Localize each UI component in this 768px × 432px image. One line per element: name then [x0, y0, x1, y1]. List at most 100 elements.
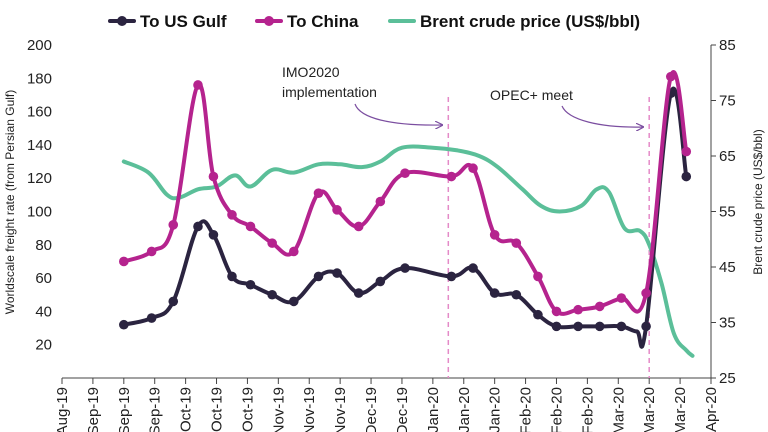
data-point-to-china: [551, 306, 562, 317]
data-point-to-china: [573, 304, 583, 315]
x-tick-label: Oct-19: [178, 387, 195, 432]
x-tick-label: Dec-19: [363, 387, 380, 432]
y-axis-title-right: Brent crude price (US$/bbl): [751, 129, 765, 274]
legend-marker-to-us-gulf: [117, 16, 127, 26]
data-point-to-us-gulf: [551, 321, 562, 332]
x-tick-label: Mar-20: [610, 387, 627, 432]
data-point-to-us-gulf: [267, 289, 277, 300]
x-tick-label: Feb-20: [518, 387, 535, 432]
data-point-to-china: [489, 230, 500, 240]
data-point-to-us-gulf: [573, 321, 583, 332]
data-point-to-china: [332, 205, 342, 215]
data-point-to-china: [511, 238, 522, 248]
annotation-imo2020-arrow: [354, 103, 442, 125]
left-tick-label: 140: [27, 137, 52, 154]
data-point-to-china: [288, 246, 299, 257]
data-point-to-us-gulf: [353, 288, 364, 298]
left-tick-label: 120: [27, 170, 52, 187]
right-tick-label: 35: [719, 315, 736, 332]
data-point-to-china: [119, 256, 129, 267]
x-tick-label: Nov-19: [301, 387, 318, 432]
legend-label-to-us-gulf: To US Gulf: [140, 12, 227, 31]
data-point-to-china: [468, 163, 478, 174]
reference-lines: [447, 97, 650, 378]
annotation-imo2020-line1: IMO2020: [282, 64, 340, 80]
data-point-to-china: [400, 168, 410, 179]
right-tick-label: 65: [719, 148, 736, 165]
x-tick-label: Mar-20: [672, 387, 689, 432]
data-point-to-china: [146, 246, 157, 257]
series-line-to-us-gulf: [121, 86, 689, 349]
left-tick-label: 100: [27, 204, 52, 221]
data-point-to-china: [168, 220, 179, 230]
x-tick-label: Oct-19: [239, 387, 256, 432]
data-point-to-china: [227, 210, 237, 220]
data-point-to-us-gulf: [616, 321, 627, 332]
data-point-to-china: [594, 301, 605, 312]
left-tick-label: 200: [27, 37, 52, 54]
left-tick-label: 80: [35, 237, 52, 254]
data-point-to-us-gulf: [227, 271, 237, 282]
right-tick-label: 75: [719, 93, 736, 110]
legend-marker-to-china: [264, 16, 274, 26]
data-point-to-us-gulf: [468, 263, 478, 273]
y-axis-title-left: Worldscale freight rate (from Persian Gu…: [3, 90, 17, 315]
data-point-to-china: [245, 221, 256, 232]
right-tick-label: 55: [719, 204, 736, 221]
left-tick-label: 160: [27, 104, 52, 121]
data-point-to-china: [446, 171, 457, 182]
x-tick-label: Sep-19: [147, 387, 164, 432]
data-point-to-us-gulf: [245, 279, 256, 290]
data-point-to-us-gulf: [446, 271, 457, 282]
x-tick-label: Jan-20: [456, 387, 473, 432]
x-tick-label: Jan-20: [487, 387, 504, 432]
legend: To US Gulf To China Brent crude price (US$…: [108, 12, 640, 31]
data-point-to-us-gulf: [489, 288, 500, 298]
data-point-to-us-gulf: [641, 321, 651, 332]
data-point-to-us-gulf: [511, 289, 522, 300]
right-tick-label: 85: [719, 37, 736, 54]
data-point-to-us-gulf: [400, 263, 410, 273]
data-point-to-us-gulf: [168, 296, 179, 307]
left-tick-label: 180: [27, 70, 52, 87]
data-point-to-china: [666, 71, 676, 82]
x-tick-label: Apr-20: [703, 387, 720, 432]
data-point-to-china: [533, 271, 543, 282]
series-line-to-china: [121, 70, 689, 316]
annotation-imo2020-line2: implementation: [282, 84, 377, 100]
annotations: IMO2020 implementation OPEC+ meet: [282, 64, 643, 127]
x-tick-label: Sep-19: [116, 387, 133, 432]
data-point-to-us-gulf: [146, 313, 157, 323]
data-point-to-us-gulf: [193, 221, 203, 232]
x-tick-label: Feb-20: [548, 387, 565, 432]
x-tick-label: Nov-19: [270, 387, 287, 432]
x-tick-label: Jan-20: [425, 387, 442, 432]
left-y-axis: 20 40 60 80 100 120 140 160 180 200: [27, 37, 52, 354]
legend-label-brent-crude-price-us-bbl: Brent crude price (US$/bbl): [420, 12, 640, 31]
right-tick-label: 25: [719, 370, 736, 387]
data-point-to-us-gulf: [313, 271, 324, 282]
x-tick-label: Nov-19: [332, 387, 349, 432]
plot-area: [119, 70, 695, 358]
x-tick-label: Aug-19: [54, 387, 71, 432]
x-tick-label: Feb-20: [579, 387, 596, 432]
data-point-to-china: [267, 238, 277, 248]
annotation-opec-arrow: [561, 105, 643, 127]
annotation-opec-meet: OPEC+ meet: [490, 87, 573, 103]
left-tick-label: 40: [35, 303, 52, 320]
right-tick-label: 45: [719, 259, 736, 276]
data-point-to-china: [681, 146, 692, 157]
data-point-to-china: [313, 188, 324, 198]
right-y-axis: 25 35 45 55 65 75 85: [710, 37, 736, 387]
data-point-to-us-gulf: [332, 268, 342, 278]
data-point-to-us-gulf: [594, 321, 605, 332]
data-point-to-china: [353, 221, 364, 232]
x-tick-label: Mar-20: [641, 387, 658, 432]
legend-label-to-china: To China: [287, 12, 359, 31]
data-point-to-us-gulf: [375, 276, 386, 287]
data-point-to-china: [193, 80, 203, 90]
x-tick-label: Oct-19: [209, 387, 226, 432]
data-point-to-us-gulf: [681, 171, 692, 182]
x-axis: Aug-19 Sep-19 Sep-19 Sep-19 Oct-19 Oct-19 Oct-…: [54, 377, 720, 432]
